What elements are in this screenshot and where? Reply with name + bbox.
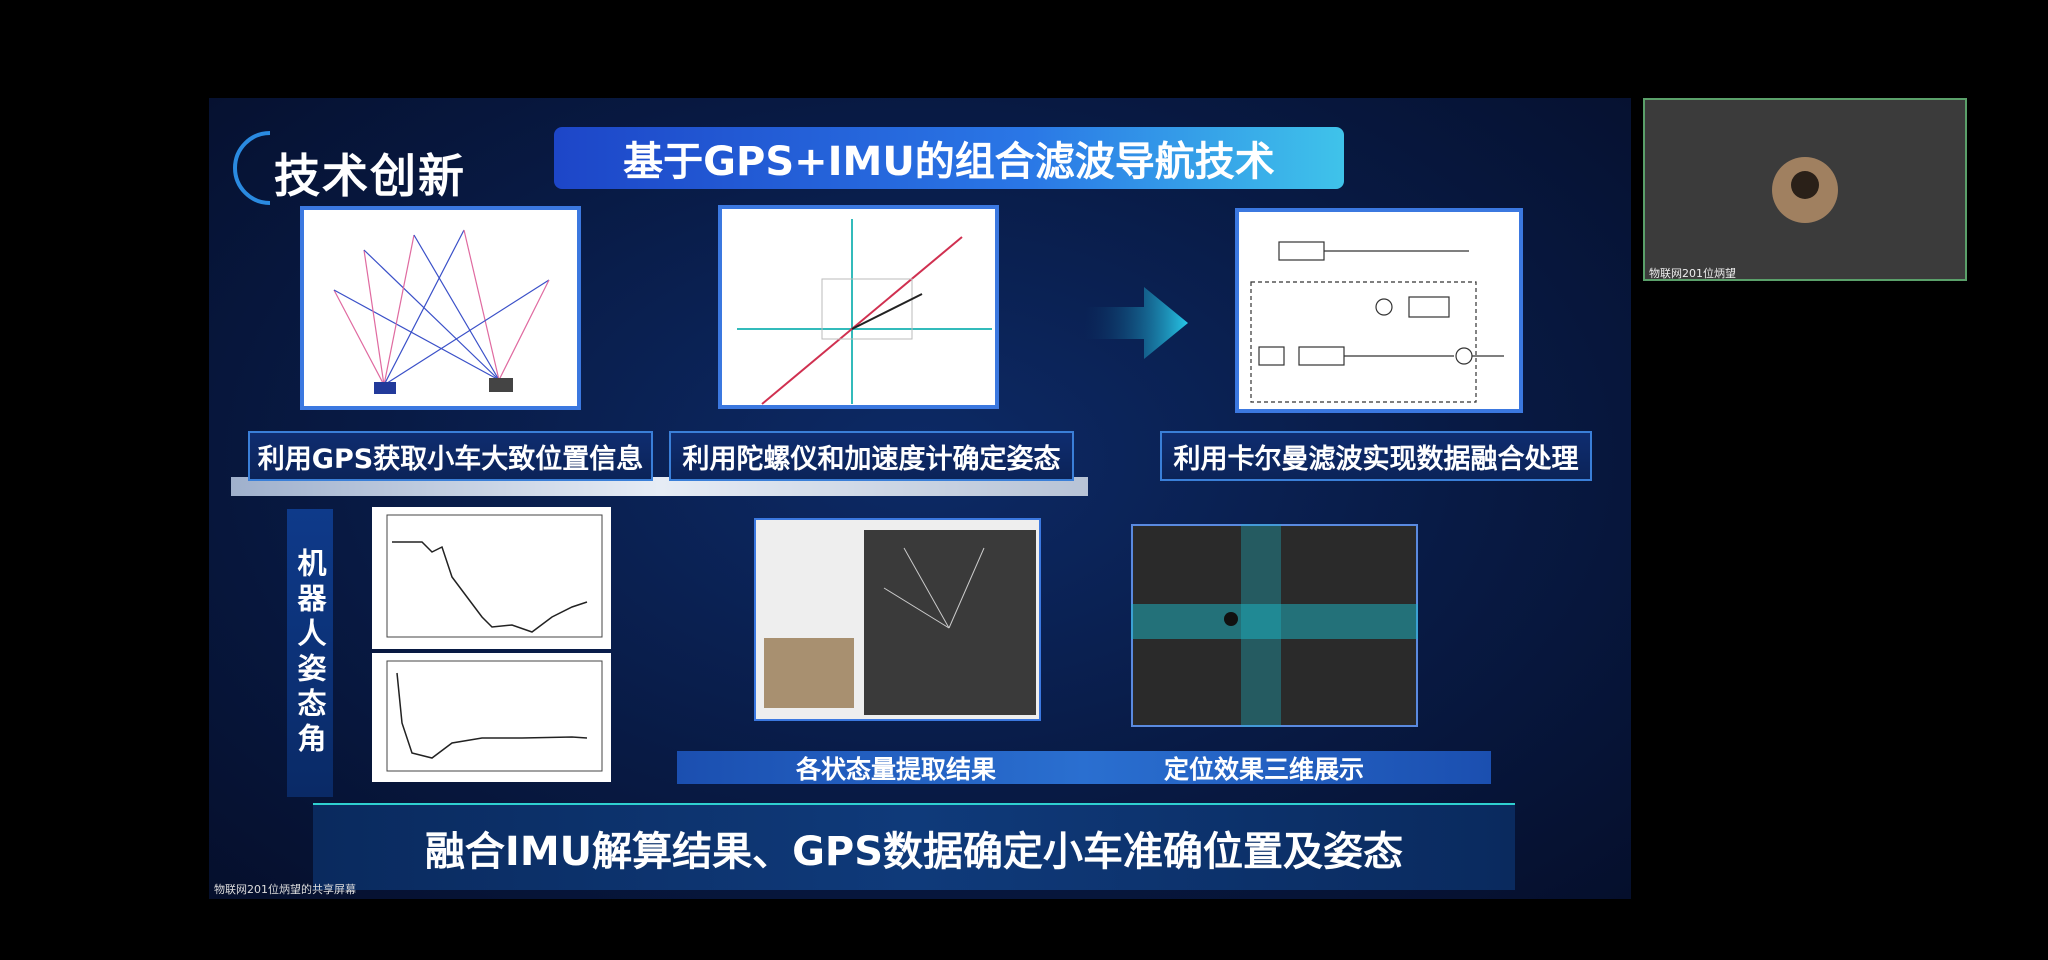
section-title: 技术创新 [274,149,466,203]
roll-plot [372,653,611,782]
avatar [1772,157,1838,223]
share-label: 物联网201位炳望的共享屏幕 [214,883,356,896]
banner-title: 基于GPS+IMU的组合滤波导航技术 [554,127,1344,189]
axes-figure [718,205,999,409]
gps-figure [300,206,581,410]
conclusion: 融合IMU解算结果、GPS数据确定小车准确位置及姿态 [313,803,1515,890]
caption-band [231,477,1088,496]
kalman-diagram [1235,208,1523,413]
arrow [1084,287,1188,359]
caption: 利用陀螺仪和加速度计确定姿态 [669,431,1074,481]
caption: 利用GPS获取小车大致位置信息 [248,431,653,481]
title-arc [233,131,271,205]
vertical-label: 机器人姿态角 [287,509,333,797]
software-screenshot [754,518,1041,721]
caption: 利用卡尔曼滤波实现数据融合处理 [1160,431,1592,481]
lidar-view [1131,524,1418,727]
result-band [677,751,1491,784]
participant-name: 物联网201位炳望 [1649,267,1736,280]
result-caption: 定位效果三维展示 [1163,754,1364,784]
pitch-plot [372,507,611,649]
result-caption: 各状态量提取结果 [795,754,996,784]
